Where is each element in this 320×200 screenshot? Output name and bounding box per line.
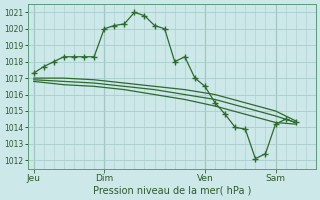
X-axis label: Pression niveau de la mer( hPa ): Pression niveau de la mer( hPa ) (92, 186, 251, 196)
